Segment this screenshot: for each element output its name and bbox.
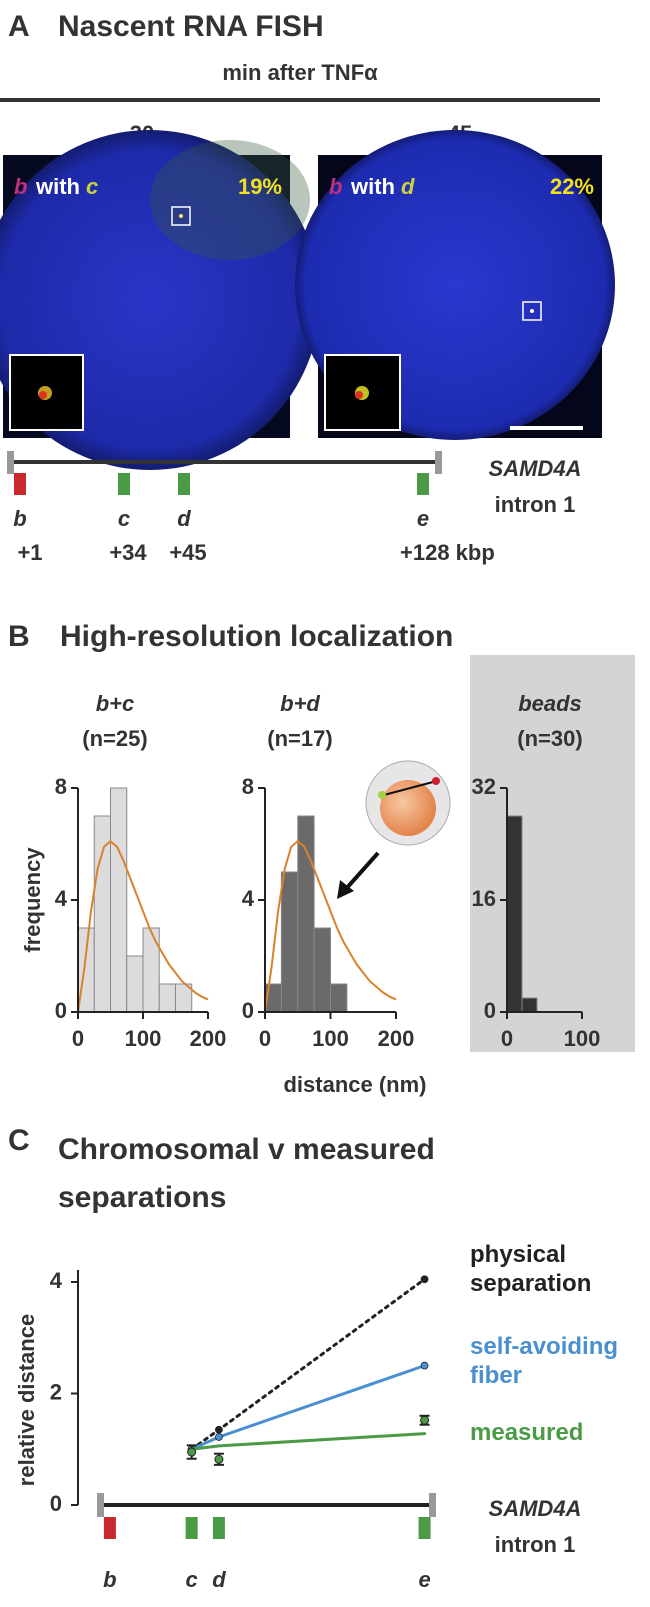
caption: with (35, 174, 80, 199)
series-marker (420, 1361, 429, 1370)
series-line (190, 1432, 427, 1451)
bar (506, 815, 523, 1013)
beads-background (470, 655, 635, 1052)
probe-name: b (14, 174, 27, 199)
x-tick-label: 0 (72, 1026, 84, 1051)
track-label: e (418, 1567, 430, 1592)
x-tick-label: 0 (259, 1026, 271, 1051)
chart-subtitle: (n=30) (517, 726, 582, 751)
probe (185, 1517, 198, 1539)
bar (126, 955, 144, 1013)
y-tick-label: 0 (484, 998, 496, 1023)
y-tick-label: 8 (55, 774, 67, 799)
panel-title: Nascent RNA FISH (58, 10, 324, 43)
y-axis-label: frequency (20, 847, 45, 953)
probe-name: b (329, 174, 342, 199)
bar (93, 815, 111, 1013)
series-marker (215, 1425, 223, 1434)
panel-label: A (8, 10, 30, 43)
percent: 19% (238, 174, 282, 199)
legend-label: measured (470, 1419, 584, 1446)
probe-position: +128 kbp (400, 540, 495, 565)
x-tick-label: 100 (312, 1026, 349, 1051)
panel-label: C (8, 1124, 30, 1157)
series-marker (420, 1275, 429, 1284)
panel-subtitle: min after TNFα (222, 60, 378, 85)
y-tick-label: 0 (55, 998, 67, 1023)
series-line (190, 1277, 427, 1451)
x-tick-label: 0 (501, 1026, 513, 1051)
probe-name: d (401, 174, 415, 199)
gene-name: SAMD4A (489, 1496, 582, 1521)
y-tick-label: 0 (242, 998, 254, 1023)
y-tick-label: 2 (50, 1379, 62, 1404)
chart-title: beads (518, 691, 582, 716)
bar (280, 871, 299, 1013)
measured-point (187, 1447, 197, 1457)
probe (212, 1517, 225, 1539)
track-label: d (212, 1567, 226, 1592)
bar (521, 997, 538, 1013)
legend-label: self-avoiding fiber (470, 1333, 619, 1389)
x-tick-label: 100 (125, 1026, 162, 1051)
panel-title: High-resolution localization (60, 620, 453, 653)
measured-point (420, 1415, 430, 1425)
series-marker (215, 1433, 223, 1441)
x-tick-label: 200 (378, 1026, 415, 1051)
panel-title: Chromosomal v measured separations (58, 1133, 435, 1214)
y-tick-label: 16 (472, 886, 496, 911)
bar (158, 983, 176, 1013)
track-label: b (103, 1567, 116, 1592)
chart-title: b+d (280, 691, 320, 716)
intron-name: intron 1 (495, 492, 576, 517)
panel-label: B (8, 620, 30, 653)
probe-name: e (417, 506, 429, 531)
probe-name: c (86, 174, 98, 199)
fit-curve (264, 839, 397, 1013)
bar (330, 983, 348, 1013)
probe (418, 1517, 431, 1539)
y-tick-label: 8 (242, 774, 254, 799)
percent: 22% (550, 174, 594, 199)
bar (142, 927, 160, 1013)
intron-name: intron 1 (495, 1532, 576, 1557)
probe-name: b (13, 506, 26, 531)
chart-subtitle: (n=17) (267, 726, 332, 751)
probe-position: +45 (169, 540, 206, 565)
probe-position: +1 (17, 540, 42, 565)
track-label: c (186, 1567, 198, 1592)
fit-curve (77, 839, 209, 1013)
y-tick-label: 32 (472, 774, 496, 799)
y-tick-label: 4 (50, 1268, 63, 1293)
measured-point (214, 1454, 224, 1464)
bar (110, 787, 128, 1013)
y-axis-label: relative distance (14, 1314, 39, 1486)
probe-position: +34 (109, 540, 147, 565)
schematic (337, 760, 451, 899)
micrograph: b with d 22% (295, 130, 615, 440)
probe (103, 1517, 116, 1539)
micrograph: b with c 19% (0, 130, 320, 470)
bar (313, 927, 331, 1013)
y-tick-label: 4 (55, 886, 68, 911)
gene-name: SAMD4A (489, 456, 582, 481)
track-cap (97, 1493, 104, 1517)
x-tick-label: 100 (564, 1026, 601, 1051)
y-tick-label: 0 (50, 1491, 62, 1516)
x-axis-label: distance (nm) (283, 1072, 426, 1097)
legend-label: physical separation (470, 1241, 592, 1297)
probe-name: d (177, 506, 191, 531)
track-cap (429, 1493, 436, 1517)
gene-track: SAMD4A intron 1 b c d e +1 +34 +45 +128 … (7, 451, 581, 565)
bar (297, 815, 315, 1013)
y-tick-label: 4 (242, 886, 255, 911)
chart-subtitle: (n=25) (82, 726, 147, 751)
x-tick-label: 200 (190, 1026, 227, 1051)
chart-title: b+c (96, 691, 135, 716)
probe-name: c (118, 506, 130, 531)
caption: with (350, 174, 395, 199)
